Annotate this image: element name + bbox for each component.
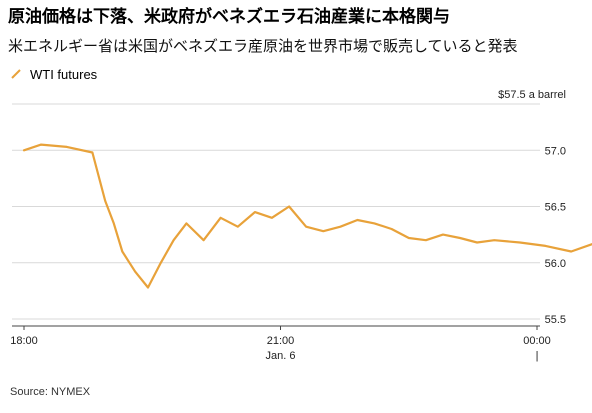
y-tick-label: 55.5	[545, 314, 566, 326]
source-note: Source: NYMEX	[10, 386, 91, 398]
x-tick-label: 18:00	[10, 335, 38, 347]
x-tick-label: 00:00	[523, 335, 551, 347]
chart-title: 原油価格は下落、米政府がベネズエラ石油産業に本格関与	[8, 7, 450, 27]
y-unit-label: $57.5 a barrel	[498, 89, 566, 101]
x-tick-sublabel: Jan. 6	[266, 350, 296, 362]
series-line-wti-futures	[22, 143, 592, 289]
legend: WTI futures	[10, 66, 97, 82]
y-tick-label: 57.0	[545, 145, 566, 157]
y-tick-label: 56.0	[545, 258, 566, 270]
legend-label: WTI futures	[30, 66, 98, 82]
y-tick-label: 56.5	[545, 202, 566, 214]
x-tick-sublabel: |	[536, 350, 539, 362]
legend-line-icon	[11, 69, 21, 79]
chart-subtitle: 米エネルギー省は米国がベネズエラ産原油を世界市場で販売していると発表	[8, 37, 518, 55]
x-tick-label: 21:00	[267, 335, 295, 347]
